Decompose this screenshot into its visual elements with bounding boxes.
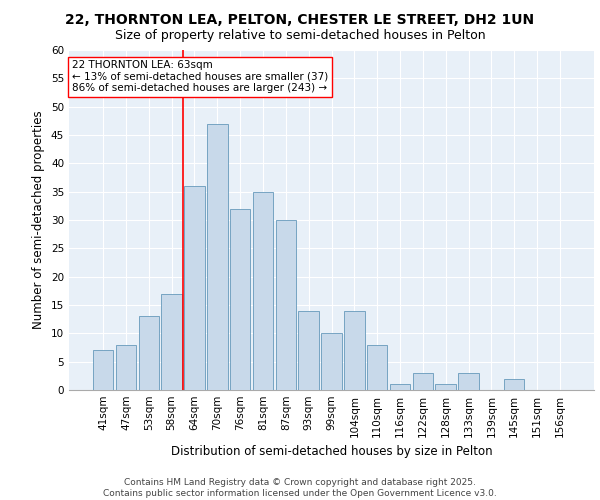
Bar xyxy=(458,373,479,390)
Bar xyxy=(344,310,365,390)
Bar xyxy=(298,310,319,390)
Bar xyxy=(253,192,273,390)
Text: Contains HM Land Registry data © Crown copyright and database right 2025.
Contai: Contains HM Land Registry data © Crown c… xyxy=(103,478,497,498)
Bar xyxy=(207,124,227,390)
Bar xyxy=(230,208,250,390)
Y-axis label: Number of semi-detached properties: Number of semi-detached properties xyxy=(32,110,46,330)
Bar xyxy=(390,384,410,390)
Bar xyxy=(436,384,456,390)
Bar xyxy=(139,316,159,390)
Bar xyxy=(184,186,205,390)
Bar xyxy=(93,350,113,390)
Bar xyxy=(321,334,342,390)
Bar xyxy=(367,344,388,390)
Bar xyxy=(275,220,296,390)
Text: Size of property relative to semi-detached houses in Pelton: Size of property relative to semi-detach… xyxy=(115,29,485,42)
Bar xyxy=(504,378,524,390)
Bar xyxy=(161,294,182,390)
Text: 22, THORNTON LEA, PELTON, CHESTER LE STREET, DH2 1UN: 22, THORNTON LEA, PELTON, CHESTER LE STR… xyxy=(65,12,535,26)
Bar xyxy=(116,344,136,390)
Text: 22 THORNTON LEA: 63sqm
← 13% of semi-detached houses are smaller (37)
86% of sem: 22 THORNTON LEA: 63sqm ← 13% of semi-det… xyxy=(71,60,328,94)
X-axis label: Distribution of semi-detached houses by size in Pelton: Distribution of semi-detached houses by … xyxy=(170,446,493,458)
Bar xyxy=(413,373,433,390)
